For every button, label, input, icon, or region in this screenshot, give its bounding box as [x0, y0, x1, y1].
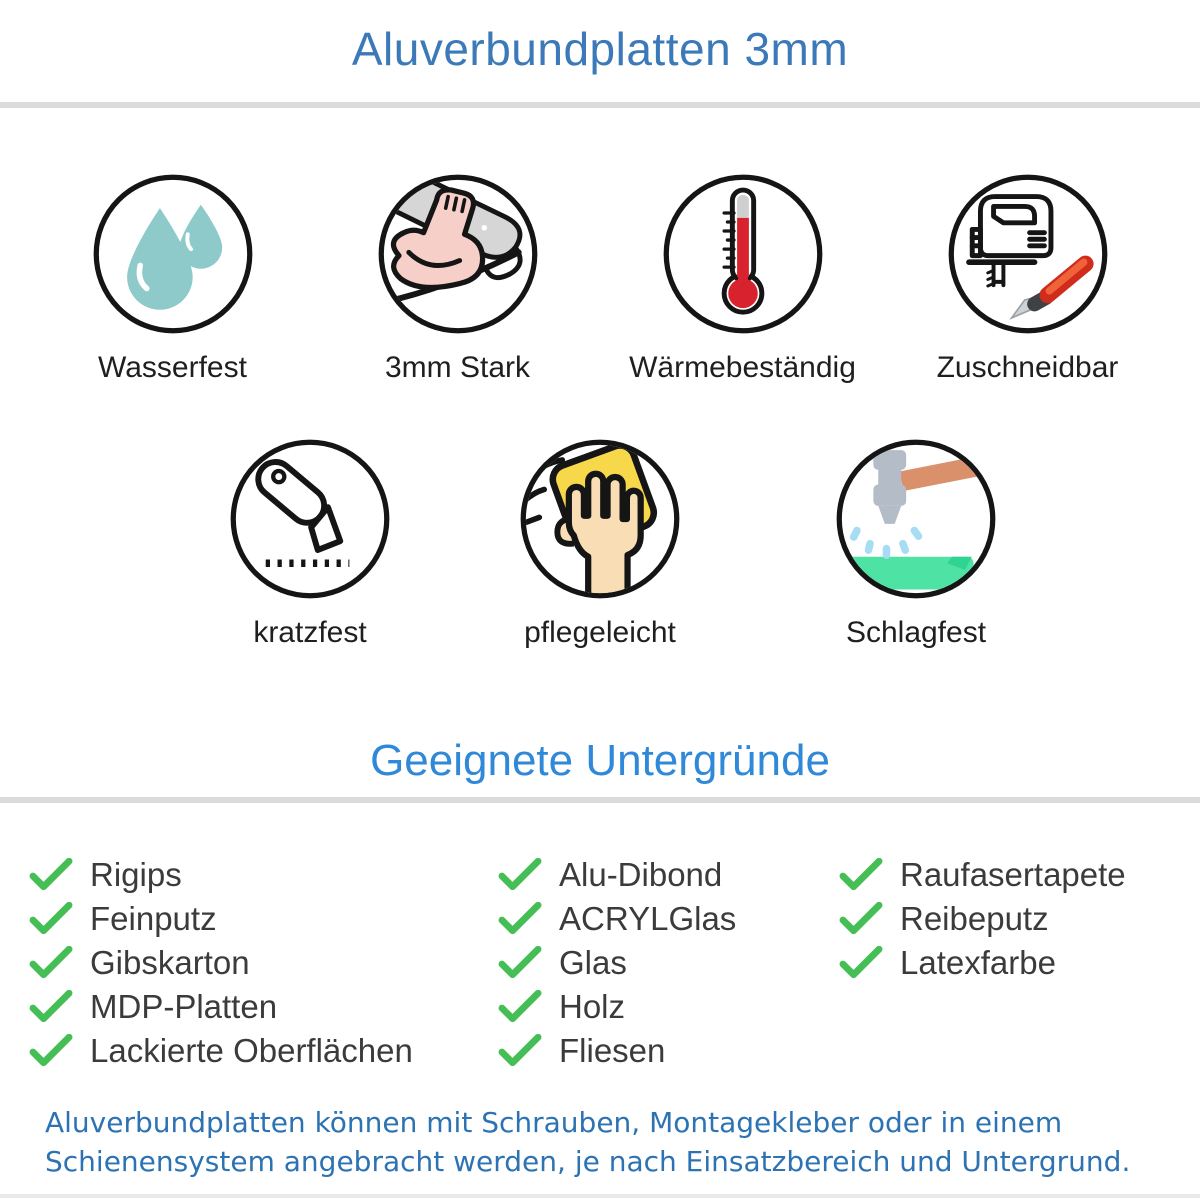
features-row-1: Wasserfest 3mm Stark [30, 172, 1170, 385]
substrate-item: Holz [497, 985, 736, 1029]
substrate-item: ACRYLGlas [497, 897, 736, 941]
substrate-label: Lackierte Oberflächen [90, 1032, 413, 1069]
checkmark-icon [838, 946, 900, 980]
substrate-item: MDP-Platten [28, 985, 413, 1029]
substrate-item: Latexfarbe [838, 941, 1126, 985]
feature-label: pflegeleicht [524, 616, 676, 649]
substrate-column-3: Raufasertapete Reibeputz Latexfarbe [838, 853, 1126, 985]
checkmark-icon [838, 858, 900, 892]
substrate-column-1: Rigips Feinputz Gibskarton MDP-Platten L… [28, 853, 413, 1073]
substrate-label: Gibskarton [90, 944, 250, 981]
checkmark-icon [497, 1034, 559, 1068]
checkmark-icon [28, 990, 90, 1024]
hand-with-cloth-icon [518, 437, 682, 601]
substrate-item: Feinputz [28, 897, 413, 941]
substrate-item: Glas [497, 941, 736, 985]
checkmark-icon [497, 858, 559, 892]
substrate-label: ACRYLGlas [559, 900, 737, 937]
feature-3mm-stark: 3mm Stark [315, 172, 600, 385]
substrate-column-2: Alu-Dibond ACRYLGlas Glas Holz Fliesen [497, 853, 736, 1073]
substrate-item: Raufasertapete [838, 853, 1126, 897]
checkmark-icon [497, 946, 559, 980]
checkmark-icon [28, 1034, 90, 1068]
feature-label: Zuschneidbar [936, 351, 1119, 384]
section-heading-untergruende: Geeignete Untergründe [370, 736, 830, 785]
substrate-item: Alu-Dibond [497, 853, 736, 897]
substrate-label: Fliesen [559, 1032, 666, 1069]
page-title: Aluverbundplatten 3mm [351, 23, 849, 75]
divider-top [0, 102, 1200, 108]
substrate-label: Glas [559, 944, 627, 981]
substrate-label: Rigips [90, 856, 182, 893]
thermometer-icon [661, 172, 825, 336]
checkmark-icon [28, 946, 90, 980]
checkmark-icon [838, 902, 900, 936]
feature-label: Wärmebeständig [629, 351, 856, 384]
utility-knife-icon [228, 437, 392, 601]
substrate-item: Reibeputz [838, 897, 1126, 941]
feature-wasserfest: Wasserfest [30, 172, 315, 385]
substrate-label: Reibeputz [900, 900, 1049, 937]
feature-waermebestaendig: Wärmebeständig [600, 172, 885, 385]
muscle-arm-panel-icon [376, 172, 540, 336]
substrate-label: MDP-Platten [90, 988, 278, 1025]
feature-zuschneidbar: Zuschneidbar [885, 172, 1170, 385]
checkmark-icon [497, 990, 559, 1024]
feature-kratzfest: kratzfest [160, 437, 460, 650]
substrate-label: Latexfarbe [900, 944, 1056, 981]
substrate-label: Alu-Dibond [559, 856, 723, 893]
substrate-label: Raufasertapete [900, 856, 1126, 893]
mounting-note: Aluverbundplatten können mit Schrauben, … [45, 1103, 1190, 1181]
substrate-item: Fliesen [497, 1029, 736, 1073]
substrate-item: Rigips [28, 853, 413, 897]
mounting-note-line2: Schienensystem angebracht werden, je nac… [45, 1145, 1131, 1178]
feature-label: kratzfest [253, 616, 367, 649]
divider-bottom [0, 1194, 1200, 1198]
feature-label: Schlagfest [845, 616, 987, 649]
feature-label: Wasserfest [98, 351, 247, 384]
feature-pflegeleicht: pflegeleicht [450, 437, 750, 650]
jigsaw-and-knife-icon [946, 172, 1110, 336]
feature-label: 3mm Stark [384, 351, 531, 384]
divider-mid [0, 797, 1200, 803]
checkmark-icon [28, 902, 90, 936]
substrate-label: Holz [559, 988, 626, 1025]
substrate-label: Feinputz [90, 900, 217, 937]
substrate-item: Gibskarton [28, 941, 413, 985]
checkmark-icon [497, 902, 559, 936]
feature-schlagfest: Schlagfest [766, 437, 1066, 650]
hammer-on-panel-icon [834, 437, 998, 601]
checkmark-icon [28, 858, 90, 892]
mounting-note-line1: Aluverbundplatten können mit Schrauben, … [45, 1106, 1063, 1139]
water-drops-icon [91, 172, 255, 336]
substrate-item: Lackierte Oberflächen [28, 1029, 413, 1073]
